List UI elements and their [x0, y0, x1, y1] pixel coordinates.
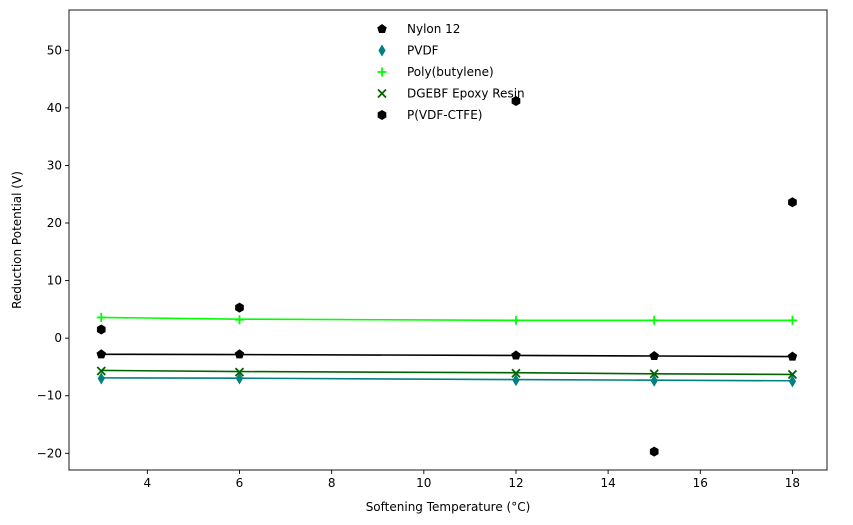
x-tick-label: 8	[328, 476, 336, 490]
data-point	[511, 95, 521, 106]
legend-label: PVDF	[407, 44, 439, 58]
y-tick-label: −10	[37, 389, 62, 403]
series-1	[97, 372, 797, 388]
legend-label: P(VDF-CTFE)	[407, 108, 482, 122]
data-point	[511, 315, 521, 325]
series-3	[96, 366, 798, 380]
data-point	[787, 369, 798, 380]
legend-label: DGEBF Epoxy Resin	[407, 87, 525, 101]
legend-marker	[377, 67, 387, 77]
series-2	[96, 312, 797, 325]
x-tick-label: 14	[600, 476, 615, 490]
legend-marker	[377, 88, 387, 99]
data-point	[787, 351, 798, 361]
legend-label: Poly(butylene)	[407, 65, 494, 79]
legend-item: Poly(butylene)	[377, 65, 494, 79]
data-point	[649, 446, 659, 457]
data-point	[649, 351, 659, 361]
legend-label: Nylon 12	[407, 22, 460, 36]
legend-marker	[377, 110, 387, 120]
data-point	[97, 372, 105, 385]
data-points	[96, 95, 798, 457]
data-point	[511, 350, 521, 360]
data-point	[96, 312, 106, 322]
data-point	[235, 302, 244, 313]
data-point	[788, 197, 797, 208]
trend-lines	[101, 316, 793, 382]
legend-item: P(VDF-CTFE)	[377, 108, 482, 122]
series-4	[96, 95, 797, 457]
y-axis-title: Reduction Potential (V)	[10, 171, 24, 309]
legend-item: Nylon 12	[377, 22, 460, 36]
x-tick-label: 10	[416, 476, 431, 490]
data-point	[234, 315, 244, 325]
data-point	[234, 367, 245, 377]
trend-line-1	[101, 377, 793, 382]
legend: Nylon 12 PVDF Poly(butylene) DGEBF Epoxy Re…	[377, 22, 525, 122]
x-axis-title: Softening Temperature (°C)	[366, 500, 531, 514]
data-point	[234, 349, 245, 359]
data-point	[787, 315, 797, 325]
y-tick-label: 0	[54, 331, 62, 345]
y-tick-label: 50	[47, 43, 62, 57]
x-tick-label: 6	[236, 476, 244, 490]
y-tick-label: −20	[37, 446, 62, 460]
y-tick-label: 10	[47, 274, 62, 288]
trend-line-0	[101, 353, 793, 358]
data-point	[788, 375, 797, 388]
trend-line-3	[101, 369, 793, 376]
y-tick-label: 40	[47, 101, 62, 115]
series-0	[96, 349, 798, 361]
y-tick-label: 30	[47, 158, 62, 172]
data-point	[235, 372, 244, 385]
plot-area	[68, 9, 828, 471]
data-point	[649, 315, 659, 325]
data-point	[649, 369, 659, 379]
data-point	[96, 324, 106, 335]
legend-item: PVDF	[378, 44, 439, 58]
data-point	[650, 374, 658, 387]
legend-marker	[377, 24, 387, 34]
x-tick-label: 12	[508, 476, 523, 490]
legend-item: DGEBF Epoxy Resin	[377, 87, 525, 101]
x-tick-label: 16	[693, 476, 708, 490]
data-point	[512, 374, 520, 387]
y-tick-label: 20	[47, 216, 62, 230]
data-point	[96, 366, 106, 376]
trend-line-2	[101, 316, 793, 322]
data-point	[96, 349, 107, 359]
y-axis-ticks: −20 −10 0 10 20 30 40 50	[37, 43, 69, 460]
x-axis-ticks: 4 6 8 10 12 14 16 18	[144, 470, 800, 490]
x-tick-label: 4	[144, 476, 152, 490]
x-tick-label: 18	[785, 476, 800, 490]
legend-marker	[378, 44, 386, 57]
data-point	[511, 368, 521, 378]
